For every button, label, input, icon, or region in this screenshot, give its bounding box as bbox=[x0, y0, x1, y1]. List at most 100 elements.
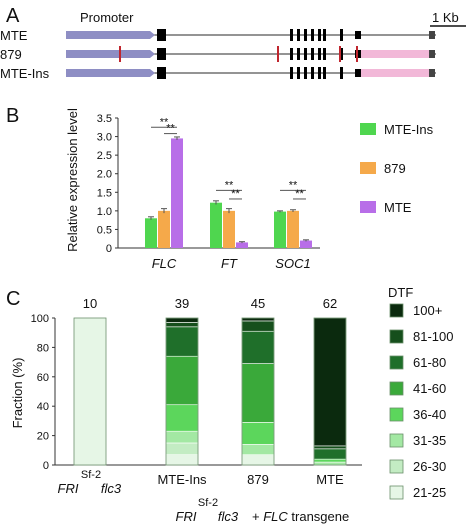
b-legend-label: MTE-Ins bbox=[384, 122, 434, 137]
b-sig-label: ** bbox=[231, 188, 240, 200]
c-y-tick-label: 40 bbox=[37, 401, 49, 413]
b-bar-mte bbox=[171, 138, 183, 248]
exon-block bbox=[297, 48, 300, 60]
c-legend-title: DTF bbox=[388, 285, 413, 300]
promoter-arrow bbox=[66, 69, 155, 77]
exon-block bbox=[323, 29, 326, 41]
b-bar-879 bbox=[158, 210, 170, 248]
c-bar-segment-26-30 bbox=[165, 442, 199, 456]
exon-block bbox=[429, 69, 435, 77]
b-axes: 0 0.5 1.0 1.5 2.0 2.5 3.0 3.5 FLC FT SOC1 bbox=[97, 113, 320, 271]
exon-block bbox=[157, 67, 166, 79]
c-bar-segment-31-35 bbox=[241, 444, 275, 456]
b-legend: MTE-Ins 879 MTE bbox=[360, 122, 434, 215]
exon-block bbox=[340, 29, 343, 41]
c-legend-swatch bbox=[389, 485, 404, 500]
c-bar-segment-41-60 bbox=[165, 355, 199, 406]
c-bar-segment-61-80 bbox=[241, 330, 275, 364]
c-bar-segment-36-40 bbox=[165, 404, 199, 432]
c-bar-segment-31-35 bbox=[313, 461, 347, 466]
c-bar-outline bbox=[73, 317, 107, 466]
b-legend-label: 879 bbox=[384, 161, 406, 176]
scale-label: 1 Kb bbox=[432, 10, 459, 25]
c-count-label: 10 bbox=[83, 296, 97, 311]
c-bar-outline bbox=[241, 317, 275, 466]
exon-block bbox=[318, 48, 321, 60]
c-bar-outline bbox=[313, 317, 347, 466]
b-y-axis-label: Relative expression level bbox=[65, 108, 80, 252]
c-bar-segment-61-80 bbox=[313, 448, 347, 460]
exon-block bbox=[355, 69, 361, 77]
c-y-tick-label: 100 bbox=[31, 313, 49, 325]
c-bar-segment-31-35 bbox=[165, 430, 199, 444]
b-bar-mte-ins bbox=[274, 211, 286, 248]
c-y-tick-label: 80 bbox=[37, 342, 49, 354]
c-counts: 10 39 45 62 bbox=[83, 296, 337, 311]
c-bar-segment-36-40 bbox=[313, 458, 347, 463]
c-legend-label: 21-25 bbox=[413, 485, 446, 500]
b-bar-mte-ins bbox=[210, 202, 222, 248]
c-legend-swatch bbox=[389, 381, 404, 396]
b-bar-mte bbox=[236, 242, 248, 248]
b-sig-label: ** bbox=[225, 179, 234, 191]
c-x-sup: Sf-2 bbox=[81, 469, 101, 481]
c-legend-swatch bbox=[389, 407, 404, 422]
b-x-tick-label: FLC bbox=[152, 256, 177, 271]
exon-block bbox=[323, 67, 326, 79]
b-bar-mte bbox=[300, 240, 312, 248]
c-group-rest-a: + bbox=[252, 509, 263, 524]
c-x-tick-label: MTE bbox=[316, 472, 344, 487]
c-bar-segment-100+ bbox=[241, 317, 275, 322]
exon-block bbox=[290, 29, 293, 41]
c-bar-segment-21-25 bbox=[241, 454, 275, 466]
b-y-tick-label: 0 bbox=[106, 243, 112, 255]
row-label: 879 bbox=[0, 47, 22, 62]
panel-c-letter: C bbox=[6, 288, 20, 310]
exon-block bbox=[304, 29, 307, 41]
c-legend-swatch bbox=[389, 329, 404, 344]
b-sig-label: ** bbox=[160, 116, 169, 128]
exon-block bbox=[304, 67, 307, 79]
exon-block bbox=[323, 48, 326, 60]
b-legend-swatch bbox=[360, 201, 376, 213]
c-legend-label: 26-30 bbox=[413, 459, 446, 474]
exon-block bbox=[340, 48, 343, 60]
panel-c-dtf-chart: C Fraction (%) 0 20 40 60 80 100 10 39 45 62 Sf-… bbox=[6, 285, 453, 524]
b-significance: ************ bbox=[151, 116, 306, 200]
c-bar-segment-100+ bbox=[165, 317, 199, 323]
c-group-sup: Sf-2 bbox=[198, 497, 218, 509]
exon-block bbox=[157, 29, 166, 41]
b-y-tick-label: 2.0 bbox=[97, 169, 112, 181]
b-bars bbox=[145, 136, 312, 248]
row-label: MTE bbox=[0, 28, 28, 43]
exon-block bbox=[304, 48, 307, 60]
b-legend-label: MTE bbox=[384, 200, 412, 215]
b-x-tick-label: SOC1 bbox=[275, 256, 310, 271]
c-count-label: 62 bbox=[323, 296, 337, 311]
c-bar-segment-81-100 bbox=[165, 322, 199, 328]
c-legend-swatch bbox=[389, 459, 404, 474]
c-legend-label: 36-40 bbox=[413, 407, 446, 422]
b-bar-mte-ins bbox=[145, 218, 157, 248]
c-y-tick-label: 60 bbox=[37, 372, 49, 384]
exon-block bbox=[311, 48, 314, 60]
b-sig-label: ** bbox=[295, 188, 304, 200]
exon-block bbox=[157, 48, 166, 60]
b-legend-swatch bbox=[360, 123, 376, 135]
c-y-tick-label: 0 bbox=[43, 460, 49, 472]
c-count-label: 39 bbox=[175, 296, 189, 311]
b-y-tick-label: 1.0 bbox=[97, 206, 112, 218]
c-group-rest-b: transgene bbox=[288, 509, 349, 524]
c-bar-segment-36-40 bbox=[241, 422, 275, 445]
b-y-tick-label: 3.5 bbox=[97, 113, 112, 125]
exon-block bbox=[311, 67, 314, 79]
exon-block bbox=[340, 67, 343, 79]
c-bar-segment-21-25 bbox=[165, 454, 199, 466]
c-x-flc: flc3 bbox=[101, 481, 122, 496]
panel-b-letter: B bbox=[6, 105, 19, 127]
b-legend-swatch bbox=[360, 162, 376, 174]
b-x-tick-label: FT bbox=[221, 256, 238, 271]
c-x-tick-label: 879 bbox=[247, 472, 269, 487]
